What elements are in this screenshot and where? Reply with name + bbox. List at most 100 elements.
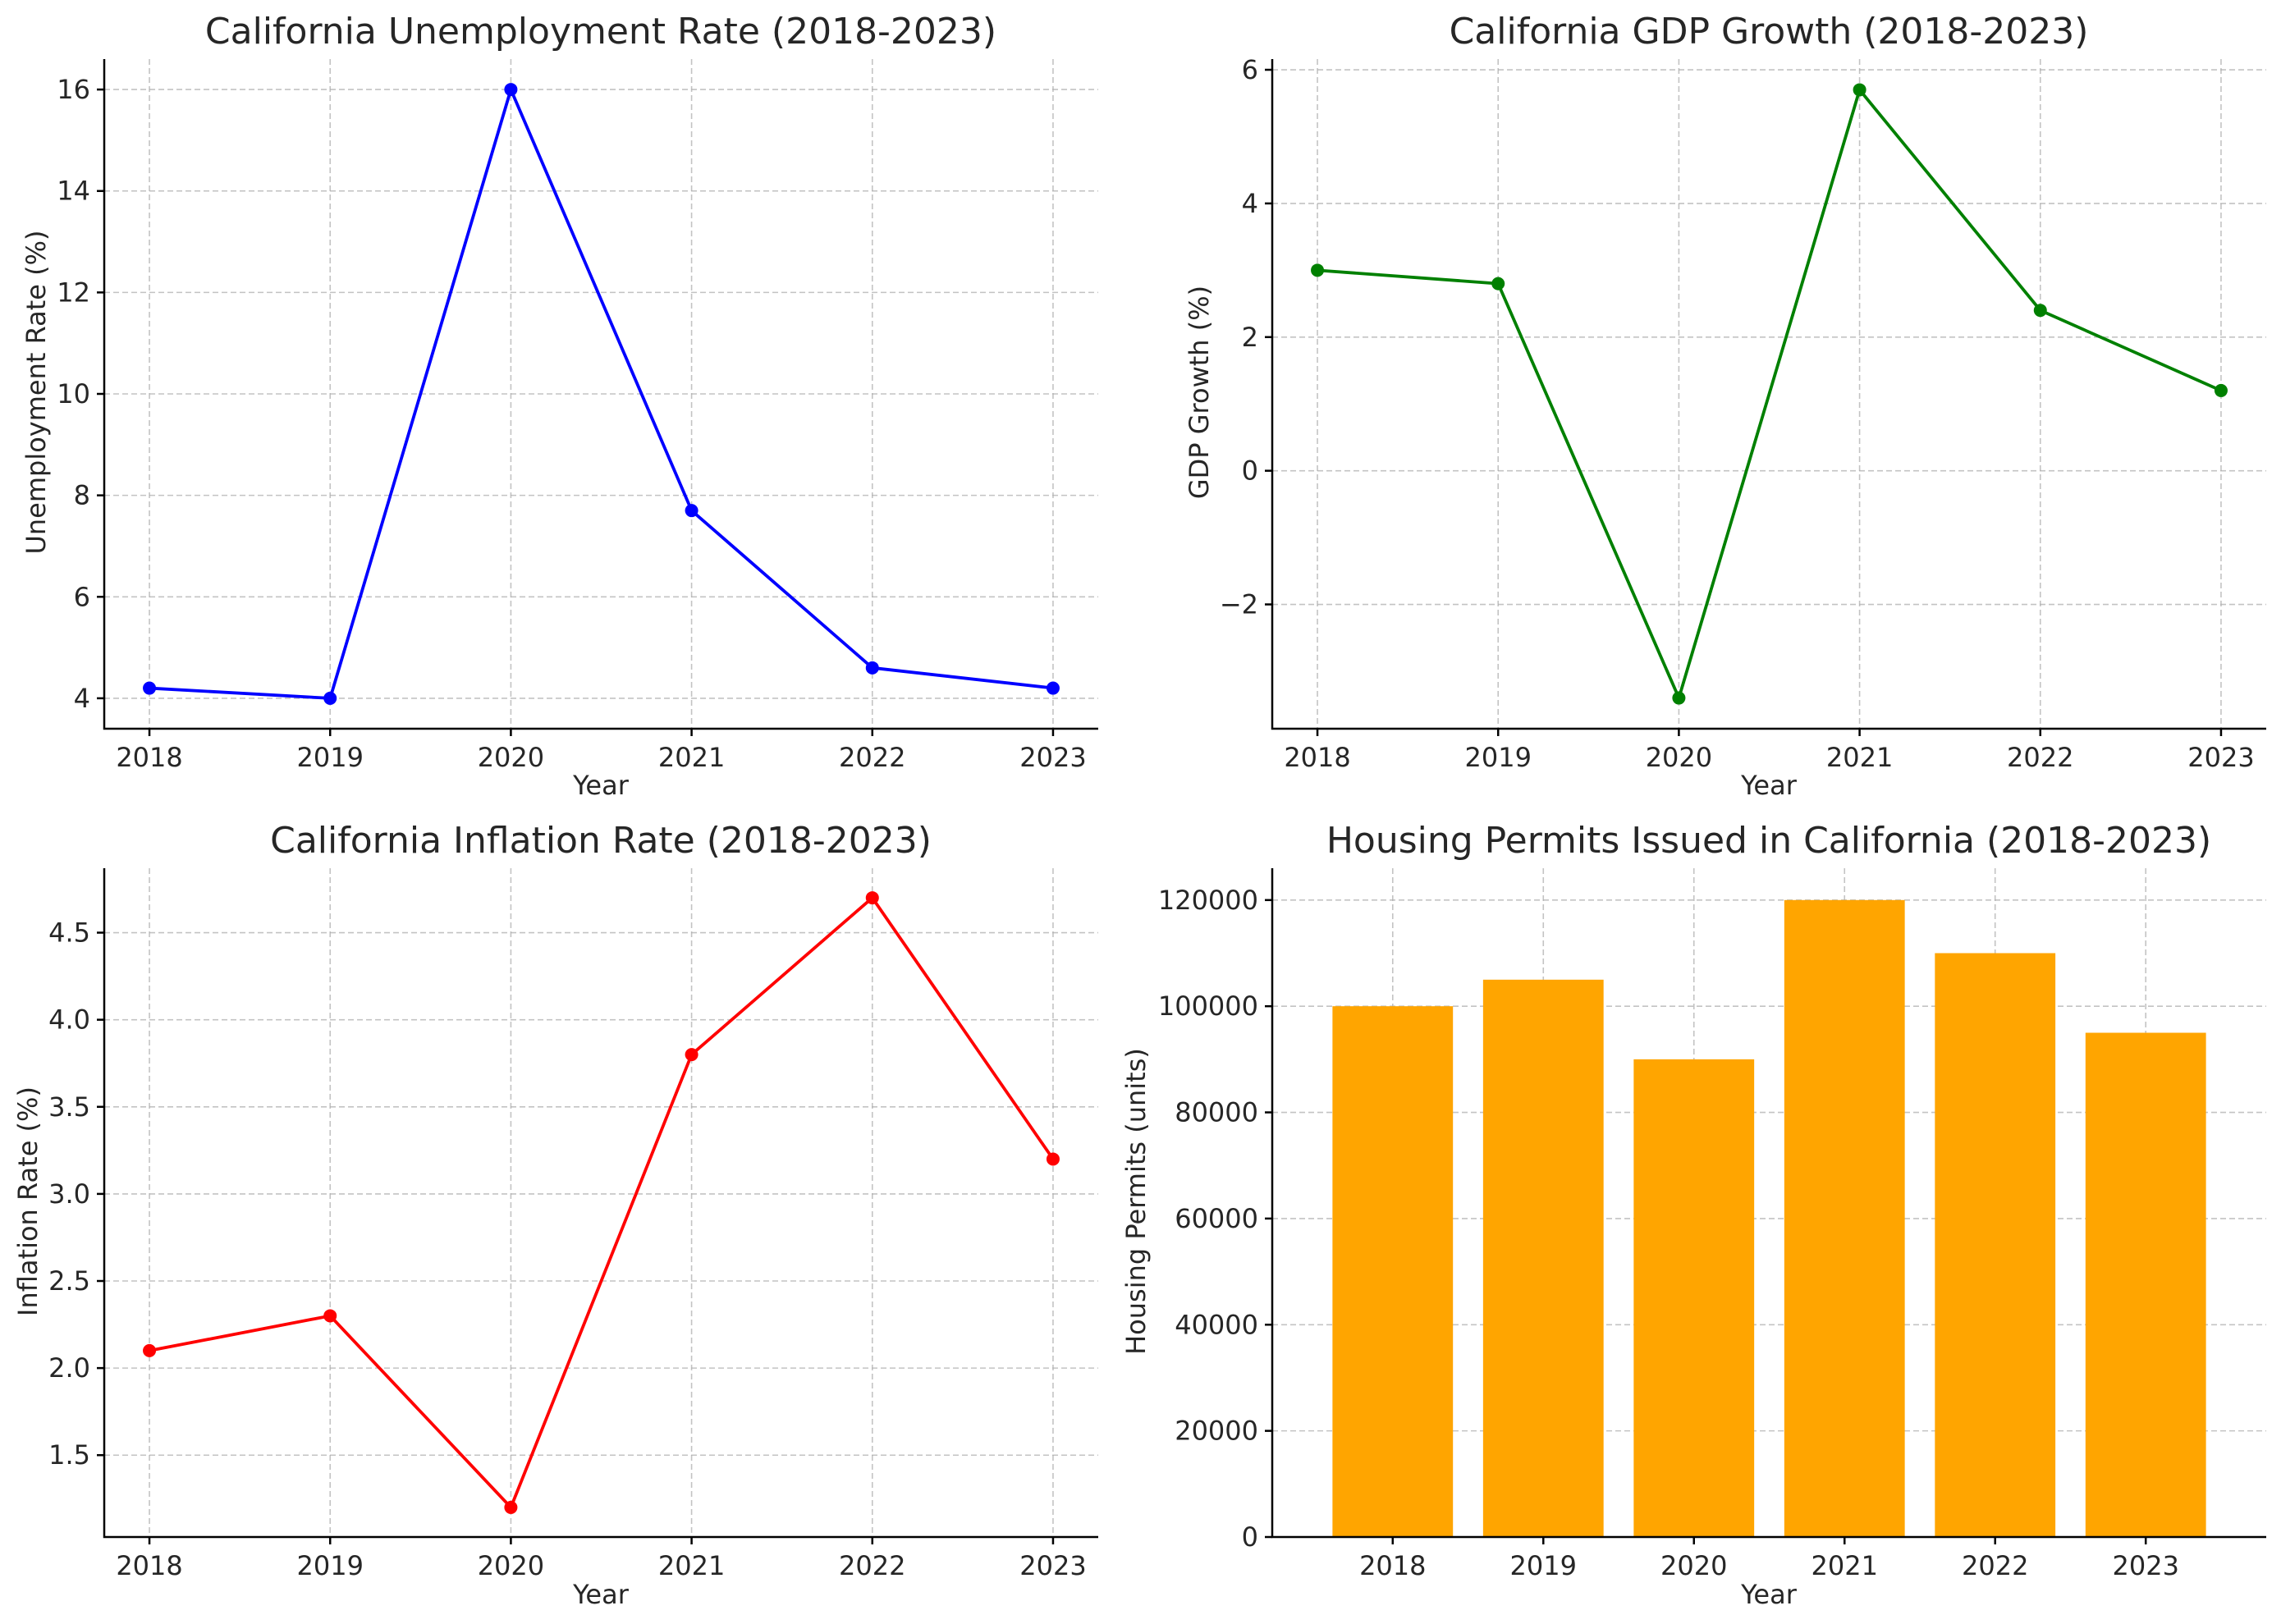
series-line <box>149 896 1055 1509</box>
y-tick-label: 3.5 <box>48 1091 90 1123</box>
y-tick-label: 6 <box>1242 54 1258 85</box>
x-tick-label: 2023 <box>1019 1550 1086 1581</box>
data-point <box>865 891 879 905</box>
x-tick-label: 2020 <box>1660 1550 1727 1581</box>
data-point <box>1672 691 1686 705</box>
y-tick-label: 3.0 <box>48 1178 90 1210</box>
data-point <box>504 83 518 97</box>
x-tick-label: 2018 <box>1284 742 1350 773</box>
x-tick-label: 2021 <box>658 1550 725 1581</box>
x-tick-label: 2023 <box>2187 742 2254 773</box>
x-tick-label: 2019 <box>297 742 364 773</box>
x-tick-label: 2022 <box>1962 1550 2028 1581</box>
chart-title: Housing Permits Issued in California (20… <box>1326 820 2211 862</box>
chart-title: California Inflation Rate (2018-2023) <box>270 820 932 862</box>
data-marks <box>1311 83 2228 705</box>
x-axis-label: Year <box>1740 1579 1798 1610</box>
gdp-growth-chart: California GDP Growth (2018-2023) Year G… <box>1184 11 2266 801</box>
x-tick-label: 2022 <box>839 742 905 773</box>
x-tick-label: 2021 <box>1812 1550 1878 1581</box>
y-tick-label: 8 <box>74 480 90 511</box>
y-tick-label: 4 <box>1242 188 1258 219</box>
x-tick-label: 2020 <box>1646 742 1712 773</box>
y-tick-label: 16 <box>57 74 90 105</box>
series-line <box>149 88 1054 700</box>
bar <box>2085 1032 2206 1537</box>
y-tick-label: 14 <box>57 176 90 207</box>
data-point <box>323 1309 337 1323</box>
x-axis-label: Year <box>572 1579 630 1610</box>
inflation-chart: California Inflation Rate (2018-2023) Ye… <box>12 820 1098 1610</box>
data-point <box>685 504 698 518</box>
y-tick-label: 2.5 <box>48 1265 90 1297</box>
x-tick-label: 2018 <box>1359 1550 1426 1581</box>
x-tick-label: 2018 <box>116 1550 182 1581</box>
x-tick-label: 2023 <box>1019 742 1086 773</box>
housing-permits-chart: Housing Permits Issued in California (20… <box>1120 820 2266 1610</box>
data-point <box>1491 277 1505 290</box>
x-tick-label: 2019 <box>1510 1550 1577 1581</box>
data-point <box>143 1343 157 1357</box>
data-point <box>2033 304 2047 318</box>
y-tick-label: 1.5 <box>48 1439 90 1471</box>
axis-spine <box>1271 868 2266 1539</box>
x-tick-label: 2020 <box>478 742 544 773</box>
data-point <box>2214 383 2228 397</box>
y-tick-label: 20000 <box>1175 1416 1258 1447</box>
x-tick-label: 2019 <box>297 1550 364 1581</box>
bar <box>1633 1059 1755 1537</box>
y-tick-label: 40000 <box>1175 1309 1258 1340</box>
x-tick-label: 2022 <box>2007 742 2073 773</box>
y-tick-label: 4 <box>74 683 90 714</box>
x-tick-label: 2021 <box>1826 742 1893 773</box>
data-point <box>143 681 157 695</box>
x-tick-label: 2018 <box>116 742 182 773</box>
grid <box>1272 59 2266 729</box>
bar <box>1482 979 1604 1537</box>
x-tick-label: 2019 <box>1465 742 1532 773</box>
axis-spine <box>103 868 1098 1539</box>
chart-title: California GDP Growth (2018-2023) <box>1450 11 2089 53</box>
data-marks <box>1332 899 2206 1537</box>
data-point <box>1311 263 1325 277</box>
bar <box>1784 899 1905 1537</box>
y-axis-label: GDP Growth (%) <box>1184 286 1215 499</box>
y-tick-label: 10 <box>57 378 90 409</box>
y-tick-label: 60000 <box>1175 1203 1258 1234</box>
bar <box>1935 953 2056 1537</box>
unemployment-chart: California Unemployment Rate (2018-2023)… <box>21 11 1098 801</box>
grid <box>104 868 1098 1537</box>
data-point <box>1853 83 1866 97</box>
y-tick-label: 0 <box>1242 455 1258 487</box>
data-marks <box>143 891 1060 1514</box>
data-point <box>685 1048 698 1062</box>
y-tick-label: 0 <box>1242 1521 1258 1553</box>
data-point <box>504 1500 518 1514</box>
x-tick-label: 2023 <box>2112 1550 2178 1581</box>
y-tick-label: 6 <box>74 581 90 612</box>
x-tick-label: 2022 <box>839 1550 905 1581</box>
y-tick-label: 120000 <box>1158 885 1258 916</box>
y-tick-label: 80000 <box>1175 1097 1258 1128</box>
data-marks <box>143 83 1060 705</box>
data-point <box>323 691 337 705</box>
axes: 2018 2019 2020 2021 2022 2023 0 20000 40000 60000… <box>1158 868 2266 1581</box>
y-tick-label: 100000 <box>1158 990 1258 1022</box>
axes: 2018 2019 2020 2021 2022 2023 4 6 8 10 12 14 16 <box>57 59 1098 773</box>
y-tick-label: 4.5 <box>48 917 90 949</box>
grid <box>104 59 1098 729</box>
data-point <box>1046 1152 1060 1166</box>
y-axis-label: Housing Permits (units) <box>1120 1048 1152 1355</box>
axes: 2018 2019 2020 2021 2022 2023 −2 0 2 4 6 <box>1220 54 2266 773</box>
data-point <box>865 661 879 675</box>
series-line <box>1317 88 2222 700</box>
x-axis-label: Year <box>572 770 630 801</box>
axes: 2018 2019 2020 2021 2022 2023 1.5 2.0 2.5 3.0 3.5 4… <box>48 868 1098 1581</box>
data-point <box>1046 681 1060 695</box>
y-tick-label: 2 <box>1242 322 1258 353</box>
y-tick-label: 4.0 <box>48 1004 90 1036</box>
axis-spine <box>1271 59 2266 730</box>
y-axis-label: Unemployment Rate (%) <box>21 230 52 554</box>
y-tick-label: 2.0 <box>48 1352 90 1384</box>
bar <box>1332 1006 1454 1537</box>
